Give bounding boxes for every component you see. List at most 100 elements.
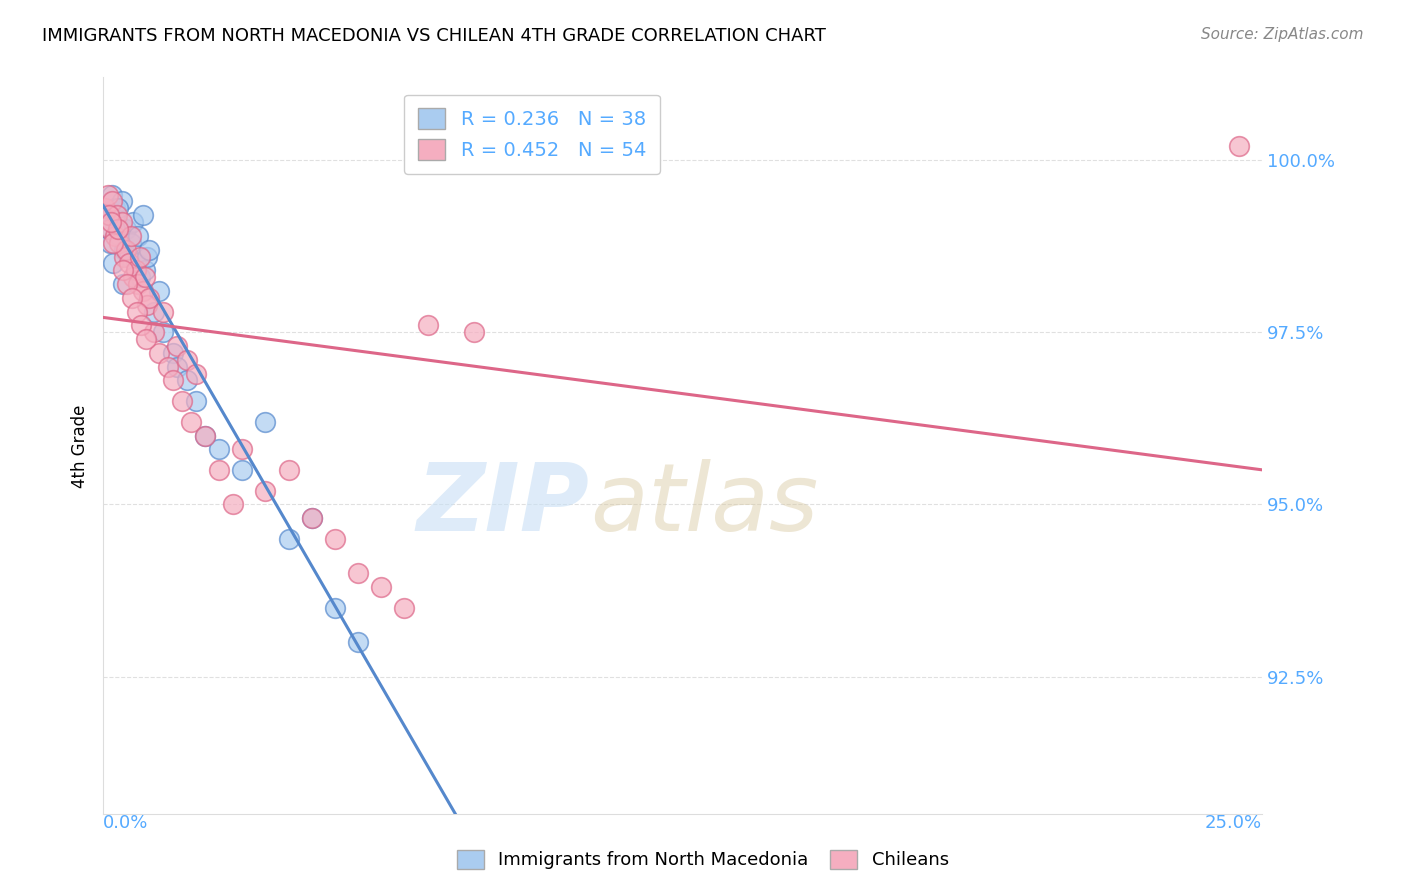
Legend: R = 0.236   N = 38, R = 0.452   N = 54: R = 0.236 N = 38, R = 0.452 N = 54	[404, 95, 659, 174]
Point	[97, 187, 120, 202]
Point	[104, 202, 127, 216]
Point	[129, 318, 152, 333]
Point	[120, 235, 142, 250]
Text: atlas: atlas	[589, 459, 818, 550]
Point	[117, 256, 139, 270]
Point	[115, 277, 138, 291]
Point	[157, 359, 180, 374]
Point	[97, 208, 120, 222]
Point	[184, 394, 207, 409]
Point	[129, 250, 152, 264]
Point	[1227, 139, 1250, 153]
Point	[107, 202, 129, 216]
Point	[152, 304, 174, 318]
Point	[115, 243, 138, 257]
Point	[231, 463, 253, 477]
Point	[98, 235, 121, 250]
Point	[162, 346, 184, 360]
Point	[124, 256, 146, 270]
Point	[117, 250, 139, 264]
Point	[194, 428, 217, 442]
Point	[122, 270, 145, 285]
Point	[148, 284, 170, 298]
Point	[124, 263, 146, 277]
Point	[208, 442, 231, 457]
Point	[184, 367, 207, 381]
Point	[107, 222, 129, 236]
Point	[134, 263, 156, 277]
Y-axis label: 4th Grade: 4th Grade	[72, 404, 89, 488]
Point	[97, 222, 120, 236]
Point	[127, 228, 149, 243]
Point	[121, 291, 143, 305]
Point	[323, 532, 346, 546]
Point	[136, 298, 159, 312]
Point	[134, 270, 156, 285]
Point	[127, 277, 149, 291]
Point	[231, 442, 253, 457]
Point	[347, 635, 370, 649]
Legend: Immigrants from North Macedonia, Chileans: Immigrants from North Macedonia, Chilean…	[449, 841, 957, 879]
Point	[166, 339, 188, 353]
Point	[111, 263, 134, 277]
Point	[254, 483, 277, 498]
Point	[301, 511, 323, 525]
Point	[111, 194, 134, 209]
Point	[194, 428, 217, 442]
Point	[103, 256, 125, 270]
Point	[131, 208, 153, 222]
Point	[136, 250, 159, 264]
Point	[254, 415, 277, 429]
Text: 25.0%: 25.0%	[1205, 814, 1263, 832]
Point	[277, 532, 299, 546]
Point	[104, 228, 127, 243]
Point	[120, 228, 142, 243]
Point	[97, 208, 120, 222]
Point	[108, 235, 131, 250]
Point	[138, 243, 160, 257]
Text: IMMIGRANTS FROM NORTH MACEDONIA VS CHILEAN 4TH GRADE CORRELATION CHART: IMMIGRANTS FROM NORTH MACEDONIA VS CHILE…	[42, 27, 827, 45]
Point	[122, 215, 145, 229]
Point	[94, 202, 117, 216]
Point	[162, 374, 184, 388]
Point	[105, 215, 128, 229]
Point	[347, 566, 370, 581]
Point	[166, 359, 188, 374]
Point	[108, 228, 131, 243]
Point	[170, 394, 193, 409]
Point	[125, 304, 148, 318]
Point	[138, 291, 160, 305]
Point	[143, 326, 166, 340]
Point	[148, 346, 170, 360]
Point	[103, 235, 125, 250]
Point	[111, 277, 134, 291]
Point	[111, 215, 134, 229]
Point	[135, 332, 157, 346]
Point	[112, 250, 135, 264]
Text: 0.0%: 0.0%	[103, 814, 149, 832]
Point	[222, 498, 245, 512]
Point	[152, 326, 174, 340]
Text: ZIP: ZIP	[418, 458, 589, 551]
Point	[180, 415, 202, 429]
Point	[301, 511, 323, 525]
Point	[394, 600, 416, 615]
Point	[101, 187, 124, 202]
Point	[131, 284, 153, 298]
Point	[416, 318, 439, 333]
Point	[370, 580, 392, 594]
Point	[277, 463, 299, 477]
Point	[98, 222, 121, 236]
Point	[112, 243, 135, 257]
Point	[176, 374, 198, 388]
Text: Source: ZipAtlas.com: Source: ZipAtlas.com	[1201, 27, 1364, 42]
Point	[129, 270, 152, 285]
Point	[208, 463, 231, 477]
Point	[105, 208, 128, 222]
Point	[101, 194, 124, 209]
Point	[143, 304, 166, 318]
Point	[100, 215, 122, 229]
Point	[463, 326, 485, 340]
Point	[323, 600, 346, 615]
Point	[115, 222, 138, 236]
